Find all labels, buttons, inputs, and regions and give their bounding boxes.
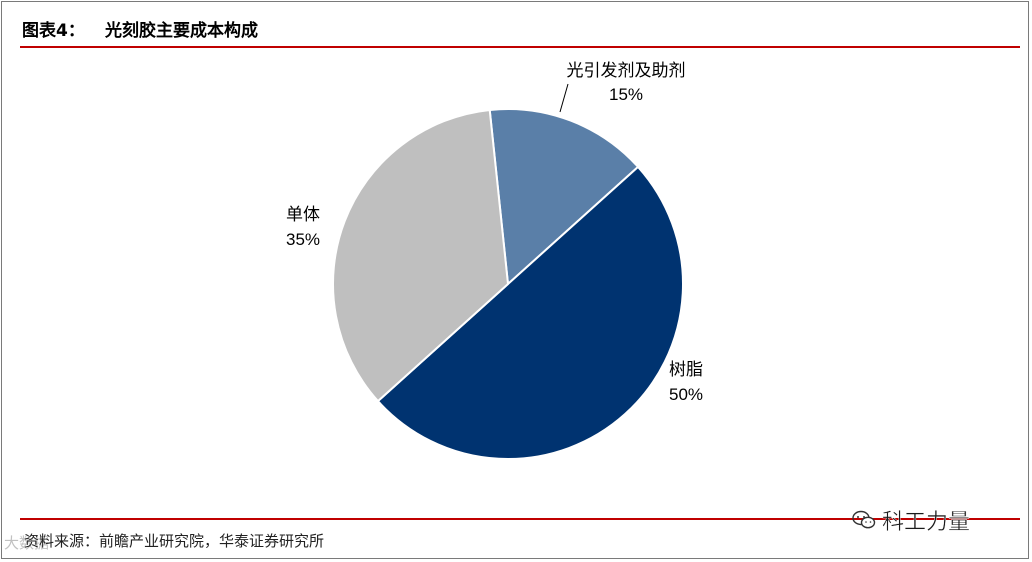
footer-divider	[20, 518, 1020, 520]
slice-label-1: 树脂	[669, 360, 703, 380]
pie-slice-0	[488, 108, 640, 287]
slice-value-2: 35%	[286, 230, 320, 249]
watermark-left: 大数据	[4, 534, 50, 552]
chart-title: 光刻胶主要成本构成	[105, 21, 258, 41]
slice-label-2: 单体	[286, 205, 320, 225]
pie-slice-2	[332, 108, 510, 403]
watermark-text: 科工力量	[882, 510, 971, 535]
watermark: 科工力量	[852, 506, 971, 535]
slice-value-1: 50%	[669, 385, 703, 404]
figure-label: 图表4：	[22, 21, 85, 41]
pie-slice-1	[376, 165, 684, 460]
wechat-icon	[852, 510, 876, 529]
source-note: 资料来源：前瞻产业研究院，华泰证券研究所	[24, 532, 325, 550]
slice-label-0: 光引发剂及助剂	[567, 61, 686, 81]
leader-line-0	[559, 83, 569, 113]
slice-value-0: 15%	[609, 85, 643, 104]
title-bar: 图表4： 光刻胶主要成本构成	[20, 14, 1020, 48]
